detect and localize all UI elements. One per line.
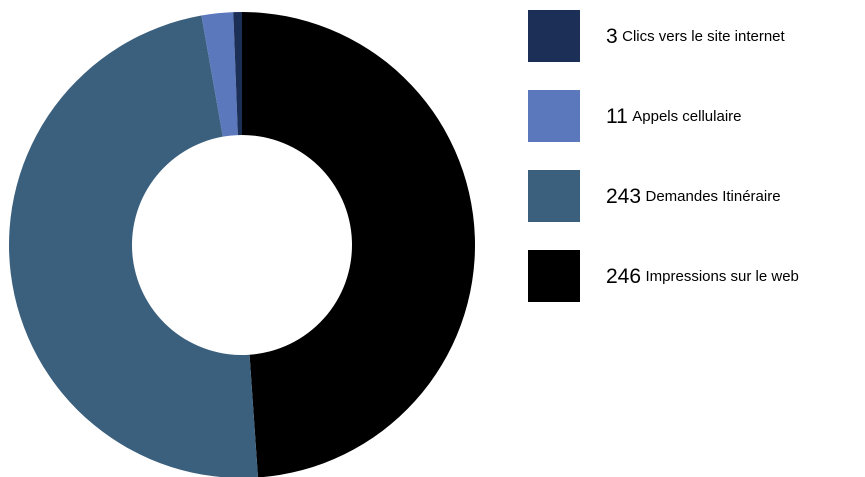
legend-label: Demandes Itinéraire [646, 188, 781, 205]
legend-value: 243 [606, 185, 641, 208]
legend-value: 3 [606, 25, 618, 48]
slice [9, 15, 258, 477]
legend-entry: 243 Demandes Itinéraire [606, 185, 781, 208]
legend-swatch [528, 10, 580, 62]
slice [233, 12, 242, 136]
legend: 3 Clics vers le site internet 11 Appels c… [528, 10, 799, 302]
legend-entry: 246 Impressions sur le web [606, 265, 799, 288]
legend-entry: 3 Clics vers le site internet [606, 25, 786, 48]
slice [242, 12, 475, 477]
legend-value: 11 [606, 105, 628, 128]
legend-swatch [528, 250, 580, 302]
donut [9, 12, 475, 477]
slice [201, 12, 238, 137]
legend-value: 246 [606, 265, 641, 288]
legend-label: Clics vers le site internet [622, 28, 785, 45]
legend-label: Appels cellulaire [632, 108, 741, 125]
legend-entry: 11 Appels cellulaire [606, 105, 742, 128]
legend-label: Impressions sur le web [646, 268, 799, 285]
legend-swatch [528, 90, 580, 142]
legend-swatch [528, 170, 580, 222]
